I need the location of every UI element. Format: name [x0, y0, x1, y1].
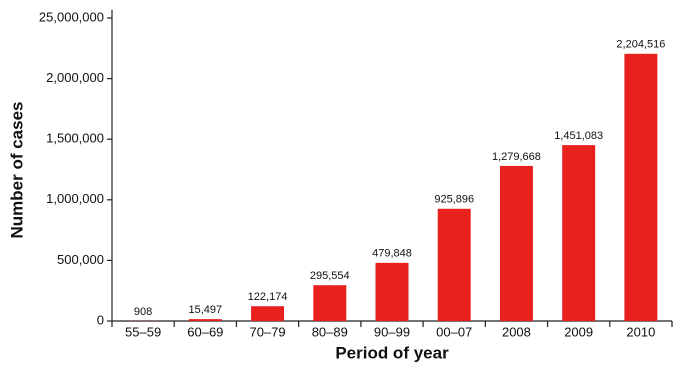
y-tick-label: 1,000,000 [46, 191, 104, 206]
value-label: 122,174 [248, 291, 288, 303]
x-tick-label: 00–07 [436, 324, 472, 339]
value-label: 295,554 [310, 270, 350, 282]
bar [624, 53, 658, 322]
y-tick-label: 25,000,000 [39, 9, 104, 24]
x-tick-label: 2010 [626, 324, 655, 339]
bar [375, 262, 409, 321]
x-axis-title: Period of year [335, 343, 449, 362]
x-tick-label: 80–89 [312, 324, 348, 339]
x-tick-label: 60–69 [187, 324, 223, 339]
bar [562, 145, 596, 321]
value-label: 15,497 [189, 304, 223, 316]
x-tick-label: 2009 [564, 324, 593, 339]
value-label: 908 [134, 306, 152, 318]
bar [251, 306, 285, 321]
x-tick-label: 2008 [502, 324, 531, 339]
value-label: 2,204,516 [616, 39, 665, 51]
y-tick-label: 1,500,000 [46, 131, 104, 146]
bar [437, 208, 471, 321]
y-tick-label: 2,000,000 [46, 70, 104, 85]
x-tick-label: 55–59 [125, 324, 161, 339]
value-label: 479,848 [372, 248, 412, 260]
y-tick-label: 500,000 [57, 252, 104, 267]
value-label: 1,279,668 [492, 151, 541, 163]
y-axis-title: Number of cases [7, 102, 26, 239]
bar [188, 319, 222, 321]
bar [313, 285, 347, 321]
x-tick-label: 70–79 [249, 324, 285, 339]
x-tick-label: 90–99 [374, 324, 410, 339]
y-tick-label: 0 [97, 312, 104, 327]
value-label: 925,896 [434, 194, 474, 206]
bar [499, 165, 533, 321]
value-label: 1,451,083 [554, 130, 603, 142]
